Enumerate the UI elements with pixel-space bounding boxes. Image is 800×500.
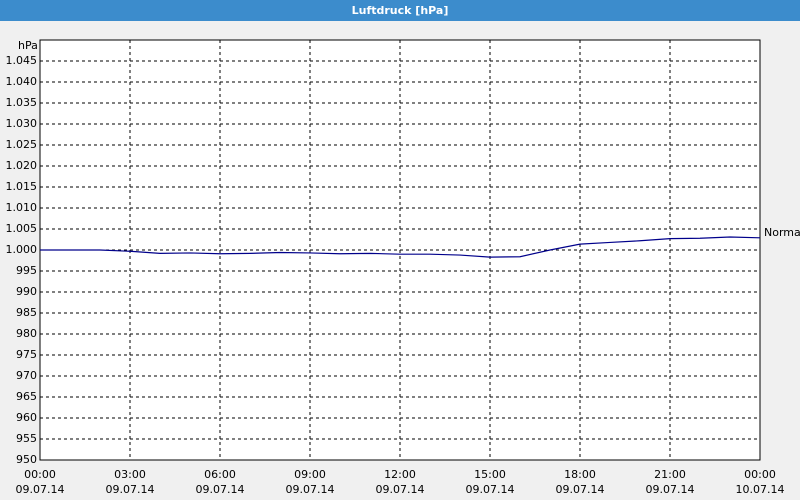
annotation: Normal xyxy=(764,226,800,239)
x-tick-date: 09.07.14 xyxy=(466,483,515,496)
data-line xyxy=(40,236,761,258)
y-tick-label: 1.035 xyxy=(6,96,38,109)
y-tick-label: 980 xyxy=(16,327,37,340)
y-tick-label: 1.025 xyxy=(6,138,38,151)
x-tick-label: 06:00 xyxy=(204,468,236,481)
x-tick-date: 09.07.14 xyxy=(556,483,605,496)
y-tick-label: 970 xyxy=(16,369,37,382)
x-tick-label: 03:00 xyxy=(114,468,146,481)
y-tick-label: 965 xyxy=(16,390,37,403)
y-tick-label: 975 xyxy=(16,348,37,361)
x-tick-label: 09:00 xyxy=(294,468,326,481)
x-tick-label: 18:00 xyxy=(564,468,596,481)
y-tick-label: 1.010 xyxy=(6,201,38,214)
y-tick-label: 990 xyxy=(16,285,37,298)
x-tick-label: 00:00 xyxy=(744,468,776,481)
x-tick-date: 09.07.14 xyxy=(196,483,245,496)
x-tick-label: 15:00 xyxy=(474,468,506,481)
y-tick-label: 1.015 xyxy=(6,180,38,193)
x-tick-label: 12:00 xyxy=(384,468,416,481)
x-tick-label: 21:00 xyxy=(654,468,686,481)
title-bar xyxy=(0,0,800,21)
x-tick-date: 09.07.14 xyxy=(376,483,425,496)
y-tick-label: 1.000 xyxy=(6,243,38,256)
chart-title: Luftdruck [hPa] xyxy=(352,4,449,17)
y-tick-label: 960 xyxy=(16,411,37,424)
y-tick-label: 995 xyxy=(16,264,37,277)
y-tick-label: 985 xyxy=(16,306,37,319)
y-tick-label: 1.030 xyxy=(6,117,38,130)
y-tick-label: 950 xyxy=(16,453,37,466)
x-tick-date: 10.07.14 xyxy=(736,483,785,496)
x-tick-date: 09.07.14 xyxy=(16,483,65,496)
x-tick-label: 00:00 xyxy=(24,468,56,481)
y-tick-label: 1.005 xyxy=(6,222,38,235)
y-tick-label: 955 xyxy=(16,432,37,445)
y-tick-label: 1.045 xyxy=(6,54,38,67)
x-tick-date: 09.07.14 xyxy=(106,483,155,496)
y-tick-label: 1.040 xyxy=(6,75,38,88)
y-tick-label: 1.020 xyxy=(6,159,38,172)
y-axis-label: hPa xyxy=(18,39,38,52)
x-tick-date: 09.07.14 xyxy=(286,483,335,496)
x-tick-date: 09.07.14 xyxy=(646,483,695,496)
